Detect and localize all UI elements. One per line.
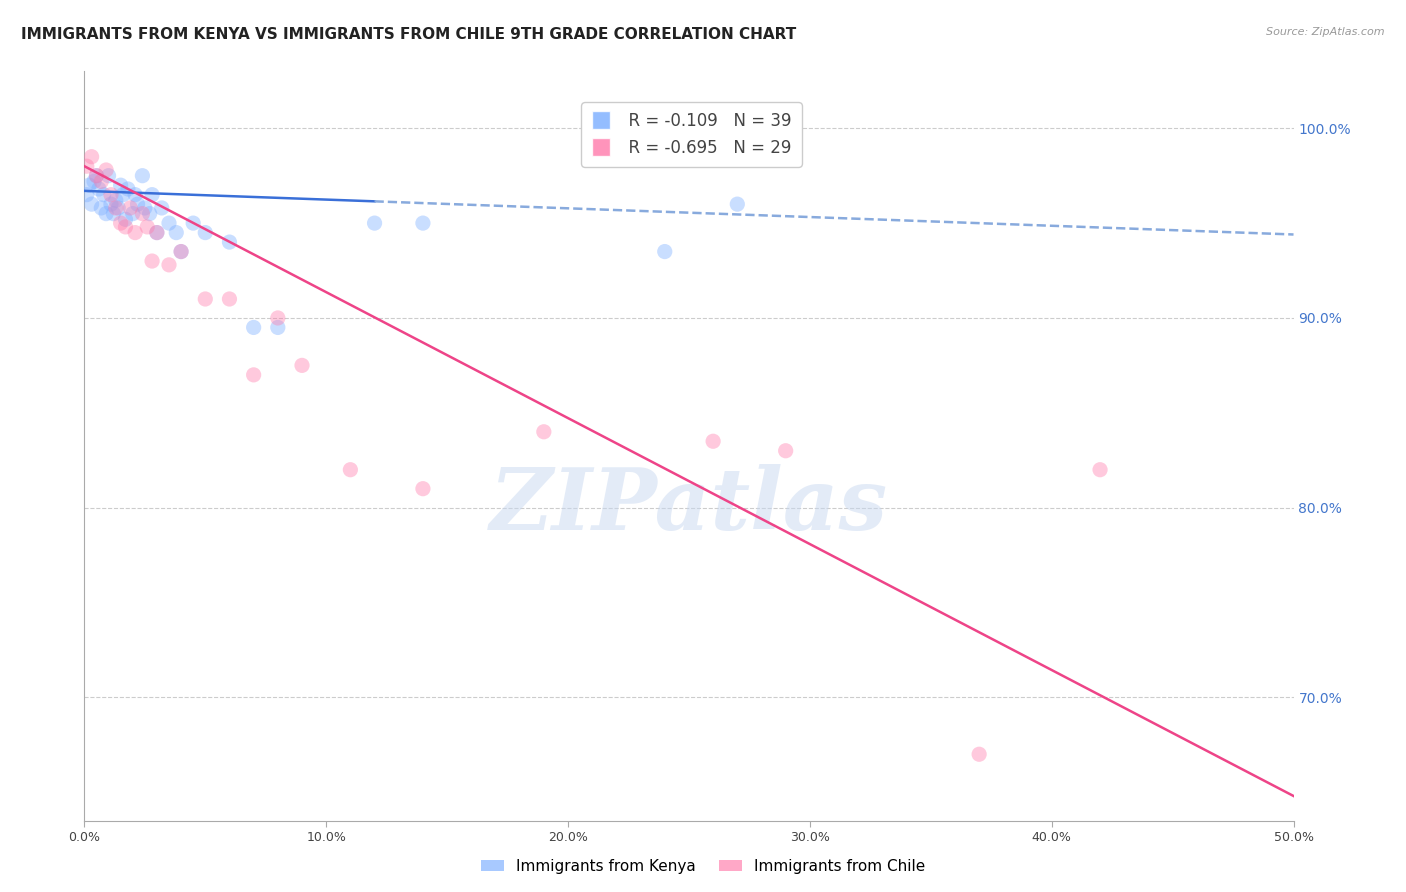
Point [194, 292, 217, 306]
Point [146, 226, 169, 240]
Point [76, 187, 98, 202]
Text: Source: ZipAtlas.com: Source: ZipAtlas.com [1267, 27, 1385, 37]
Point [141, 187, 163, 202]
Point [117, 182, 139, 196]
Point [94, 206, 117, 220]
Point [157, 258, 180, 272]
Point [412, 216, 434, 230]
Point [87, 182, 110, 196]
Point [967, 747, 990, 762]
Point [267, 320, 290, 334]
Point [533, 425, 555, 439]
Point [654, 244, 676, 259]
Point [242, 368, 264, 382]
Point [110, 178, 132, 193]
Point [110, 216, 132, 230]
Point [150, 201, 173, 215]
Legend:   R = -0.109   N = 39,   R = -0.695   N = 29: R = -0.109 N = 39, R = -0.695 N = 29 [581, 103, 801, 167]
Point [775, 443, 797, 458]
Legend: Immigrants from Kenya, Immigrants from Chile: Immigrants from Kenya, Immigrants from C… [475, 853, 931, 880]
Point [103, 206, 125, 220]
Point [86, 169, 108, 183]
Point [107, 201, 129, 215]
Point [157, 216, 180, 230]
Point [170, 244, 193, 259]
Point [242, 320, 264, 334]
Point [114, 219, 136, 234]
Point [146, 226, 169, 240]
Point [412, 482, 434, 496]
Point [94, 163, 117, 178]
Point [121, 206, 143, 220]
Point [131, 206, 153, 220]
Point [170, 244, 193, 259]
Point [114, 212, 136, 227]
Point [165, 226, 187, 240]
Point [80, 197, 103, 211]
Point [90, 174, 112, 188]
Point [83, 174, 105, 188]
Point [267, 310, 290, 325]
Point [120, 201, 142, 215]
Point [181, 216, 204, 230]
Point [138, 206, 160, 220]
Point [218, 235, 240, 249]
Point [194, 226, 217, 240]
Point [1088, 463, 1111, 477]
Point [93, 187, 115, 202]
Point [725, 197, 748, 211]
Point [339, 463, 361, 477]
Point [124, 226, 146, 240]
Point [80, 150, 103, 164]
Point [104, 194, 127, 208]
Point [218, 292, 240, 306]
Point [90, 201, 112, 215]
Point [131, 169, 153, 183]
Point [141, 254, 163, 268]
Point [112, 187, 135, 202]
Text: ZIPatlas: ZIPatlas [489, 464, 889, 548]
Point [134, 201, 156, 215]
Point [76, 159, 98, 173]
Point [363, 216, 385, 230]
Text: IMMIGRANTS FROM KENYA VS IMMIGRANTS FROM CHILE 9TH GRADE CORRELATION CHART: IMMIGRANTS FROM KENYA VS IMMIGRANTS FROM… [21, 27, 796, 42]
Point [100, 197, 122, 211]
Point [702, 434, 724, 449]
Point [77, 178, 100, 193]
Point [136, 219, 159, 234]
Point [104, 201, 127, 215]
Point [124, 187, 146, 202]
Point [97, 169, 120, 183]
Point [100, 187, 122, 202]
Point [127, 197, 149, 211]
Point [291, 359, 314, 373]
Point [86, 169, 108, 183]
